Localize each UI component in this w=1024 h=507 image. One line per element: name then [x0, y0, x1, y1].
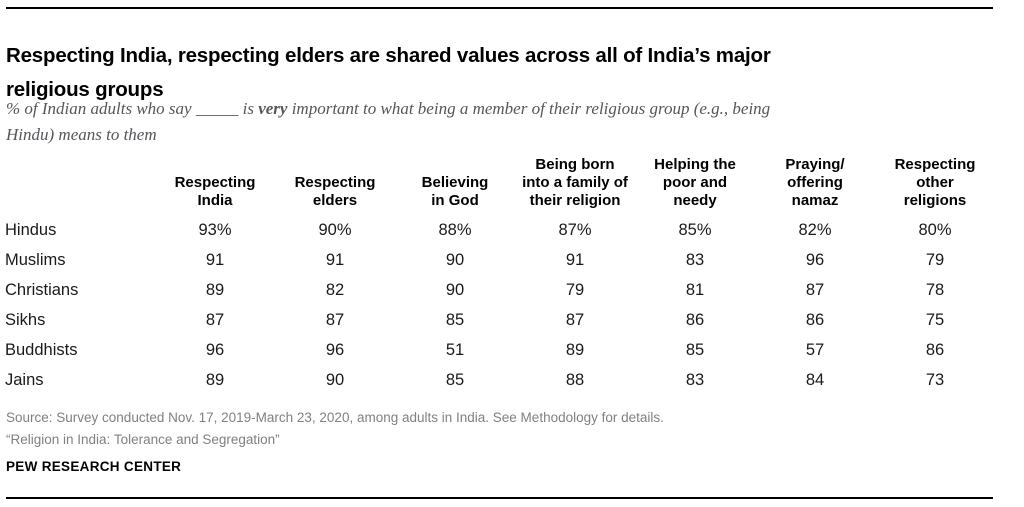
table-cell: 83 — [685, 250, 705, 269]
table-cell: 80% — [918, 220, 952, 239]
table-row-jains: Jains 89 90 85 88 83 84 73 — [5, 365, 995, 395]
bottom-rule — [6, 497, 993, 499]
table-cell: 90 — [445, 250, 465, 269]
subtitle-text-mid: is — [238, 99, 259, 118]
table-cell: 89 — [205, 370, 225, 389]
report-title-quote: “Religion in India: Tolerance and Segreg… — [6, 431, 280, 447]
source-note: Source: Survey conducted Nov. 17, 2019-M… — [6, 410, 664, 425]
table-cell: 85 — [445, 310, 465, 329]
table-cell: 88 — [565, 370, 585, 389]
column-header-respecting-india: Respecting India — [174, 174, 256, 209]
column-header-believing-in-god: Believing in God — [421, 174, 489, 209]
table-cell: 83 — [685, 370, 705, 389]
table-cell: 87 — [205, 310, 225, 329]
table-cell: 91 — [205, 250, 225, 269]
row-label: Jains — [5, 370, 44, 389]
row-label: Hindus — [5, 220, 57, 239]
row-label: Buddhists — [5, 340, 78, 359]
table-cell: 78 — [925, 280, 945, 299]
table-cell: 90 — [445, 280, 465, 299]
table-cell: 86 — [685, 310, 705, 329]
table-cell: 90% — [318, 220, 352, 239]
table-cell: 85 — [445, 370, 465, 389]
row-label: Christians — [5, 280, 79, 299]
page-title-line-2: religious groups — [6, 77, 164, 101]
column-header-respecting-other-religions: Respecting other religions — [894, 156, 976, 209]
table-row-hindus: Hindus 93% 90% 88% 87% 85% 82% 80% — [5, 215, 995, 245]
column-header-respecting-elders: Respecting elders — [294, 174, 376, 209]
page-title: Respecting India, respecting elders are … — [6, 39, 996, 107]
table-cell: 51 — [445, 340, 465, 359]
column-header-born-into-family: Being born into a family of their religi… — [522, 156, 628, 209]
row-label: Sikhs — [5, 310, 46, 329]
table-cell: 87% — [558, 220, 592, 239]
table-cell: 79 — [925, 250, 945, 269]
column-header-praying-namaz: Praying/ offering namaz — [785, 156, 845, 209]
footer-notes: Source: Survey conducted Nov. 17, 2019-M… — [6, 407, 664, 450]
header-row: Respecting India Respecting elders Belie… — [5, 156, 995, 215]
table-cell: 87 — [325, 310, 345, 329]
table-cell: 82 — [325, 280, 345, 299]
chart-subtitle: % of Indian adults who say _____ is very… — [6, 96, 996, 148]
subtitle-line-2: Hindu) means to them — [6, 125, 157, 144]
subtitle-bold-word: very — [258, 99, 288, 118]
subtitle-text-post: important to what being a member of thei… — [287, 99, 771, 118]
table-cell: 91 — [325, 250, 345, 269]
table-cell: 86 — [925, 340, 945, 359]
subtitle-text-pre: % of Indian adults who say — [6, 99, 196, 118]
table-cell: 89 — [205, 280, 225, 299]
table-cell: 96 — [205, 340, 225, 359]
subtitle-line-1: % of Indian adults who say _____ is very… — [6, 96, 996, 122]
table-cell: 91 — [565, 250, 585, 269]
table-cell: 82% — [798, 220, 832, 239]
table-cell: 90 — [325, 370, 345, 389]
blank-line: _____ — [195, 99, 239, 118]
table-cell: 96 — [325, 340, 345, 359]
top-rule — [6, 7, 993, 9]
table-cell: 96 — [805, 250, 825, 269]
table-cell: 85 — [685, 340, 705, 359]
table-cell: 86 — [805, 310, 825, 329]
org-name: PEW RESEARCH CENTER — [6, 459, 182, 474]
table-cell: 84 — [805, 370, 825, 389]
table-cell: 79 — [565, 280, 585, 299]
table-cell: 93% — [198, 220, 232, 239]
data-table: Respecting India Respecting elders Belie… — [5, 156, 995, 395]
table-cell: 87 — [565, 310, 585, 329]
table-cell: 85% — [678, 220, 712, 239]
table-cell: 89 — [565, 340, 585, 359]
table-row-buddhists: Buddhists 96 96 51 89 85 57 86 — [5, 335, 995, 365]
table-row-christians: Christians 89 82 90 79 81 87 78 — [5, 275, 995, 305]
table-cell: 87 — [805, 280, 825, 299]
row-label: Muslims — [5, 250, 66, 269]
column-header-helping-poor: Helping the poor and needy — [654, 156, 736, 209]
table-row-sikhs: Sikhs 87 87 85 87 86 86 75 — [5, 305, 995, 335]
table-cell: 81 — [685, 280, 705, 299]
table-row-muslims: Muslims 91 91 90 91 83 96 79 — [5, 245, 995, 275]
table-cell: 73 — [925, 370, 945, 389]
page-title-line-1: Respecting India, respecting elders are … — [6, 43, 771, 67]
row-label-header — [5, 156, 155, 215]
table-cell: 88% — [438, 220, 472, 239]
table-cell: 75 — [925, 310, 945, 329]
table-cell: 57 — [805, 340, 825, 359]
